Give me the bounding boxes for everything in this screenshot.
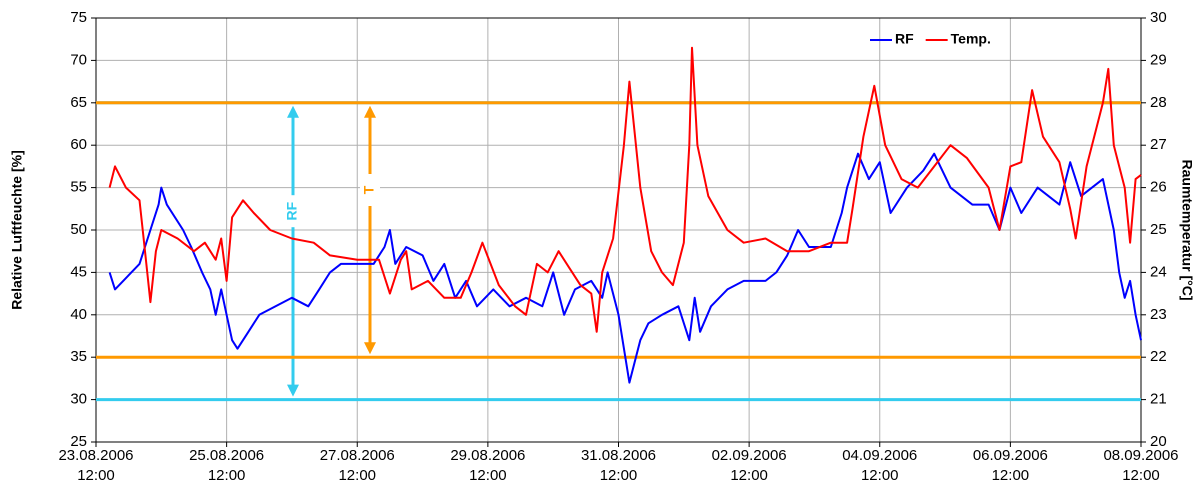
legend-label: RF (895, 31, 914, 47)
y2-tick-label: 29 (1150, 51, 1167, 68)
y2-tick-label: 28 (1150, 94, 1167, 111)
arrow-head (364, 105, 376, 118)
y-tick-label: 50 (70, 221, 87, 238)
x-tick-label: 29.08.2006 12:00 (450, 447, 525, 484)
y-tick-label: 30 (70, 391, 87, 408)
range-label-bg (360, 174, 380, 206)
arrow-head (287, 105, 299, 118)
x-tick-label: 31.08.2006 12:00 (581, 447, 656, 484)
y2-tick-label: 25 (1150, 221, 1167, 238)
y2-tick-label: 26 (1150, 179, 1167, 196)
x-tick-label: 08.09.2006 12:00 (1103, 447, 1178, 484)
arrow-head (287, 384, 299, 397)
range-label-bg (283, 195, 303, 228)
y-tick-label: 65 (70, 94, 87, 111)
y-tick-label: 45 (70, 263, 87, 280)
y-tick-label: 40 (70, 306, 87, 323)
y-tick-label: 60 (70, 136, 87, 153)
y-tick-label: 25 (70, 433, 87, 450)
x-tick-label: 23.08.2006 12:00 (58, 447, 133, 484)
y2-axis-title: Raumtemperatur [°C] (1179, 160, 1195, 301)
plot-frame (95, 17, 1142, 443)
y2-tick-label: 24 (1150, 263, 1167, 280)
y2-tick-label: 23 (1150, 306, 1167, 323)
y2-tick-label: 20 (1150, 433, 1167, 450)
y2-tick-label: 27 (1150, 136, 1167, 153)
range-label: RF (284, 201, 300, 220)
y-tick-label: 70 (70, 51, 87, 68)
arrow-head (364, 342, 376, 355)
x-tick-label: 04.09.2006 12:00 (842, 447, 917, 484)
y-tick-label: 75 (70, 9, 87, 26)
data-line (108, 46, 1142, 333)
y2-tick-label: 22 (1150, 348, 1167, 365)
x-tick-label: 06.09.2006 12:00 (973, 447, 1048, 484)
y2-tick-label: 30 (1150, 9, 1167, 26)
x-tick-label: 27.08.2006 12:00 (320, 447, 395, 484)
y-axis-title: Relative Luftfeuchte [%] (9, 150, 25, 309)
y-tick-label: 55 (70, 179, 87, 196)
x-tick-label: 02.09.2006 12:00 (712, 447, 787, 484)
range-label: T (361, 185, 377, 194)
legend-label: Temp. (951, 31, 991, 47)
x-tick-label: 25.08.2006 12:00 (189, 447, 264, 484)
y2-tick-label: 21 (1150, 391, 1167, 408)
y-tick-label: 35 (70, 348, 87, 365)
data-line (108, 152, 1142, 384)
